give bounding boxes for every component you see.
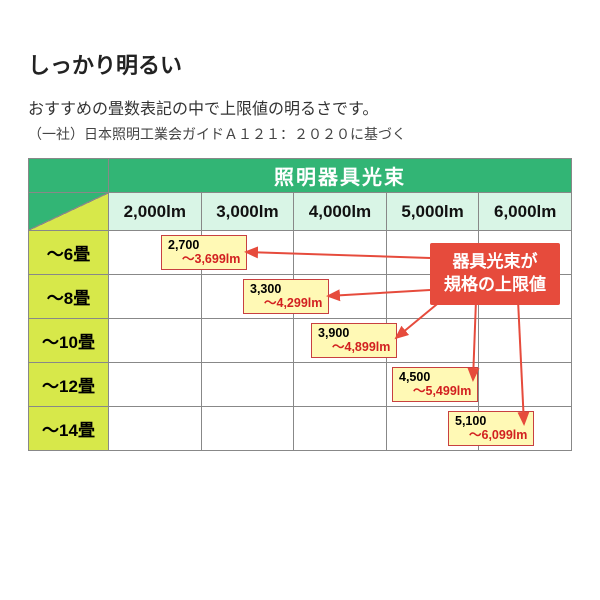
col-head-1: 3,000lm [201, 193, 294, 231]
callout-line2: 規格の上限値 [444, 275, 546, 294]
cell [109, 363, 202, 407]
cell [479, 363, 572, 407]
row-head-3: ～12畳 [29, 363, 109, 407]
row-head-0: ～6畳 [29, 231, 109, 275]
cell [201, 407, 294, 451]
row-head-4: ～14畳 [29, 407, 109, 451]
col-head-0: 2,000lm [109, 193, 202, 231]
table-row: ～12畳 [29, 363, 572, 407]
row-head-2: ～10畳 [29, 319, 109, 363]
range-upper: ～6,099lm [455, 428, 527, 442]
cell [201, 363, 294, 407]
range-lower: 3,900 [318, 326, 349, 340]
col-head-4: 6,000lm [479, 193, 572, 231]
range-tag-4: 5,100～6,099lm [448, 411, 534, 446]
range-tag-3: 4,500～5,499lm [392, 367, 478, 402]
range-tag-0: 2,700～3,699lm [161, 235, 247, 270]
col-head-3: 5,000lm [386, 193, 479, 231]
range-tag-1: 3,300～4,299lm [243, 279, 329, 314]
range-lower: 5,100 [455, 414, 486, 428]
col-head-2: 4,000lm [294, 193, 387, 231]
cell [294, 363, 387, 407]
table-container: 照明器具光束 2,000lm 3,000lm 4,000lm 5,000lm 6… [28, 158, 572, 451]
cell [109, 407, 202, 451]
note-text: （一社）日本照明工業会ガイドＡ１２１：２０２０に基づく [28, 124, 572, 144]
range-upper: ～4,899lm [318, 340, 390, 354]
cell [294, 231, 387, 275]
callout-line1: 器具光束が [453, 252, 538, 271]
corner-top-cell [29, 159, 109, 193]
subtitle-text: おすすめの畳数表記の中で上限値の明るさです。 [28, 98, 572, 122]
cell [201, 319, 294, 363]
table-row: ～10畳 [29, 319, 572, 363]
row-head-1: ～8畳 [29, 275, 109, 319]
range-upper: ～4,299lm [250, 296, 322, 310]
range-tag-2: 3,900～4,899lm [311, 323, 397, 358]
cell [109, 319, 202, 363]
cell [294, 407, 387, 451]
range-lower: 3,300 [250, 282, 281, 296]
callout-box: 器具光束が 規格の上限値 [430, 243, 560, 305]
cell [386, 319, 479, 363]
range-upper: ～5,499lm [399, 384, 471, 398]
range-upper: ～3,699lm [168, 252, 240, 266]
range-lower: 2,700 [168, 238, 199, 252]
range-lower: 4,500 [399, 370, 430, 384]
corner-diag-cell [29, 193, 109, 231]
page-title: しっかり明るい [28, 48, 572, 80]
cell [479, 319, 572, 363]
cell [109, 275, 202, 319]
big-header: 照明器具光束 [109, 159, 572, 193]
